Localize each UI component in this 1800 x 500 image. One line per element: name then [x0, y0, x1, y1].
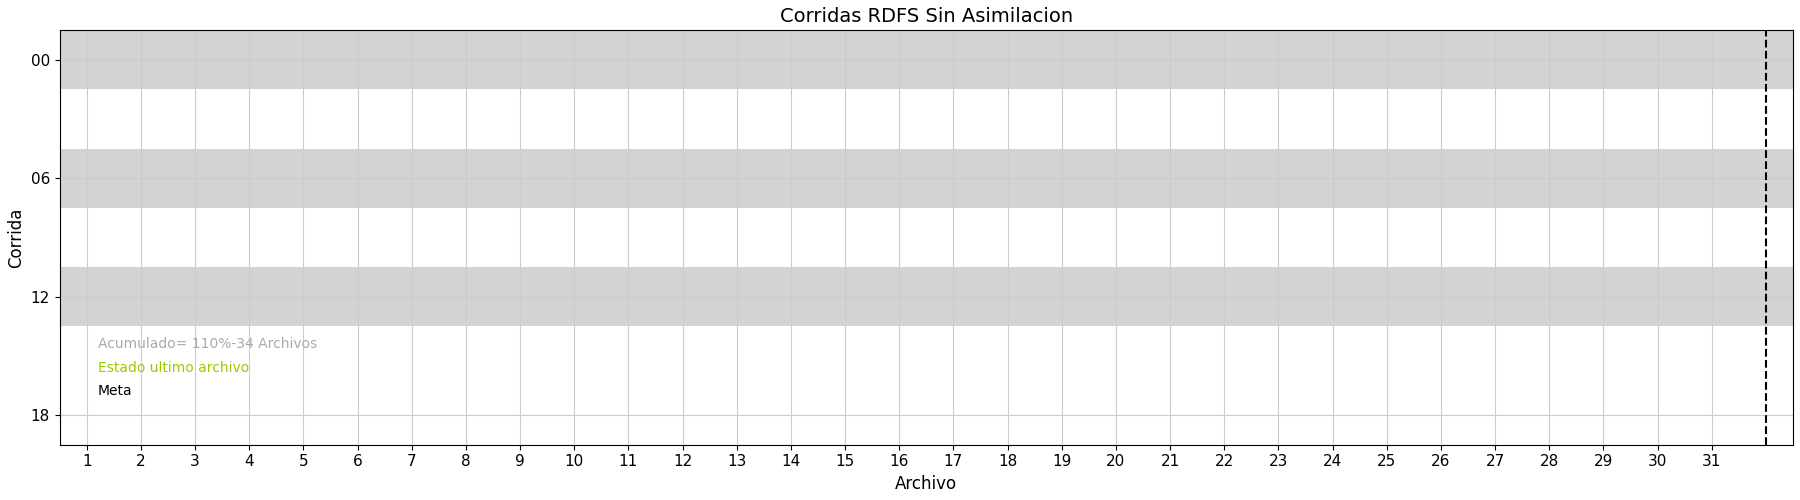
Bar	[59, 148, 1793, 208]
Bar	[59, 30, 1793, 90]
Bar	[59, 267, 1793, 326]
Text: Acumulado= 110%-34 Archivos: Acumulado= 110%-34 Archivos	[97, 337, 317, 351]
Text: Meta: Meta	[97, 384, 131, 398]
Title: Corridas RDFS Sin Asimilacion: Corridas RDFS Sin Asimilacion	[779, 7, 1073, 26]
Text: Estado ultimo archivo: Estado ultimo archivo	[97, 360, 248, 374]
Y-axis label: Corrida: Corrida	[7, 208, 25, 268]
X-axis label: Archivo: Archivo	[895, 475, 958, 493]
